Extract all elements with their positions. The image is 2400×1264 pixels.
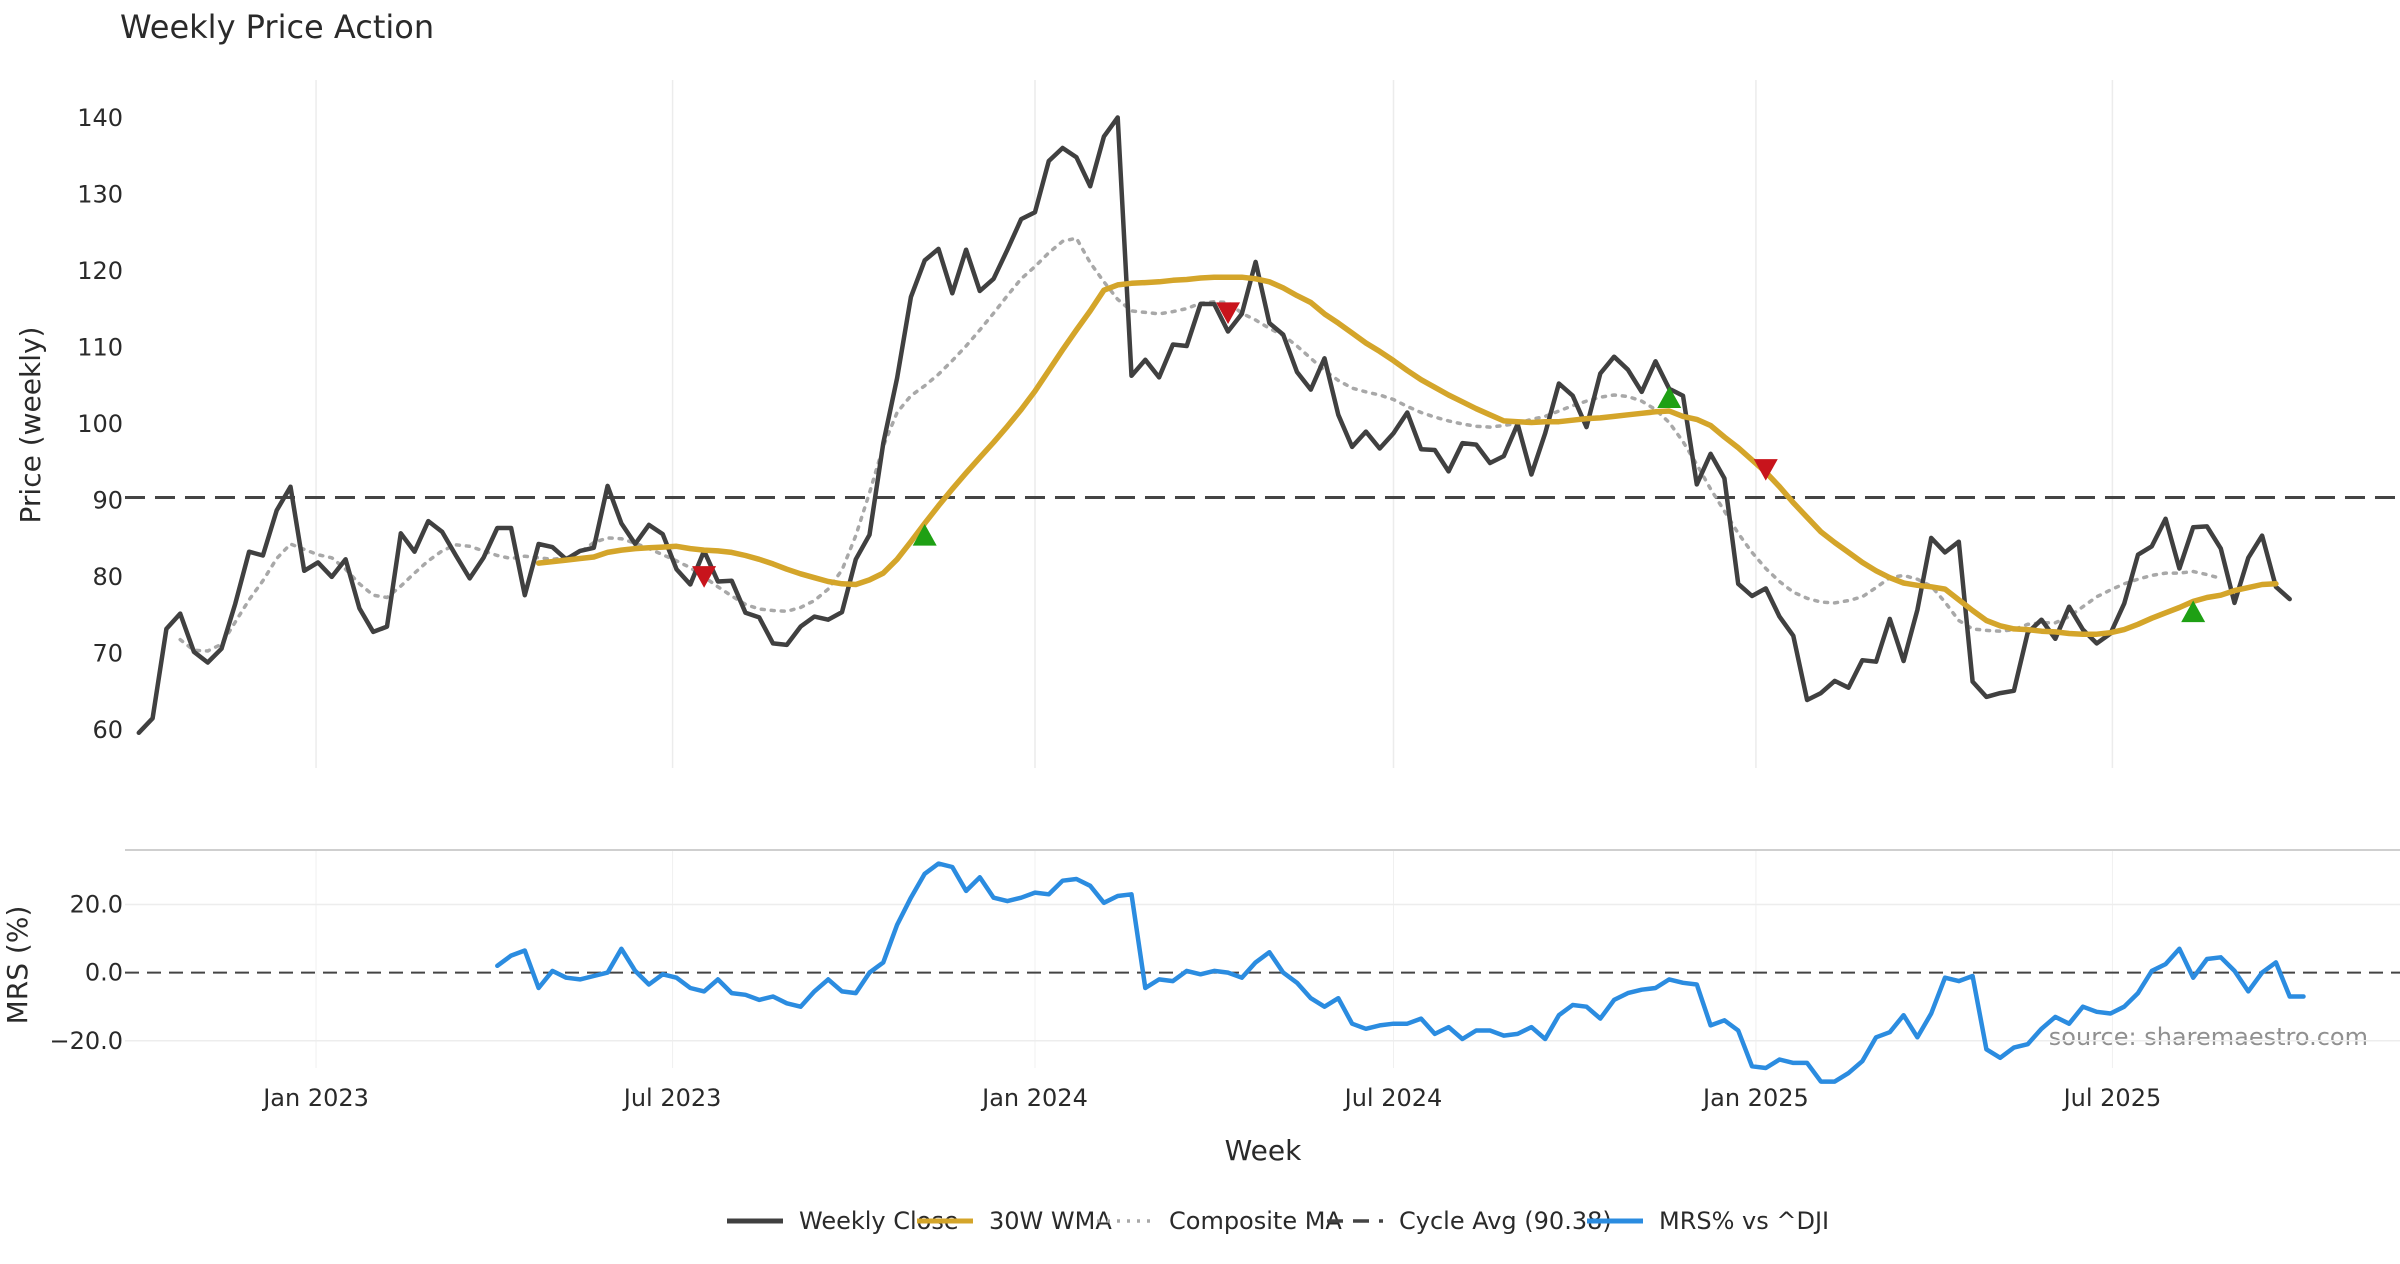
legend-label: Composite MA — [1169, 1207, 1342, 1235]
buy-marker — [1657, 386, 1682, 409]
chart-title: Weekly Price Action — [120, 8, 434, 46]
x-tick-label: Jul 2025 — [2062, 1084, 2162, 1112]
weekly-close-line — [136, 115, 2292, 736]
mrs-line — [495, 861, 2306, 1084]
buy-marker — [2181, 600, 2206, 623]
legend-item: Cycle Avg (90.38) — [1327, 1207, 1612, 1235]
legend-item: 30W WMA — [917, 1207, 1112, 1235]
mrs-y-axis-label: MRS (%) — [1, 906, 34, 1025]
price-y-tick-label: 130 — [77, 181, 123, 209]
source-annotation: source: sharemaestro.com — [2049, 1023, 2368, 1051]
sell-marker — [1753, 459, 1778, 481]
x-tick-label: Jan 2025 — [1701, 1084, 1809, 1112]
legend-item: MRS% vs ^DJI — [1587, 1207, 1829, 1235]
price-y-axis-label: Price (weekly) — [14, 327, 47, 524]
price-y-tick-label: 60 — [92, 716, 123, 744]
legend-label: Cycle Avg (90.38) — [1399, 1207, 1612, 1235]
composite-ma-line — [178, 236, 2223, 653]
price-y-tick-label: 80 — [92, 563, 123, 591]
price-y-tick-label: 110 — [77, 334, 123, 362]
mrs-y-tick-label: 20.0 — [70, 891, 123, 919]
x-tick-label: Jan 2024 — [980, 1084, 1088, 1112]
price-y-tick-label: 100 — [77, 410, 123, 438]
legend-item: Weekly Close — [727, 1207, 959, 1235]
legend: Weekly Close 30W WMA Composite MA Cycle Avg… — [727, 1207, 1829, 1235]
price-panel: 60 70 80 90 100 110 120 130 140 — [77, 104, 2400, 744]
x-tick-labels: Jan 2023 Jul 2023 Jan 2024 Jul 2024 Jan 2025… — [261, 1084, 2161, 1112]
legend-label: 30W WMA — [989, 1207, 1112, 1235]
mrs-panel: −20.0 0.0 20.0 — [49, 861, 2400, 1084]
price-y-tick-label: 140 — [77, 104, 123, 132]
price-y-tick-label: 70 — [92, 639, 123, 667]
x-axis-label: Week — [1225, 1134, 1302, 1167]
buy-marker — [912, 524, 937, 546]
legend-label: MRS% vs ^DJI — [1659, 1207, 1829, 1235]
30w-wma-line — [535, 274, 2279, 637]
grid-layer — [125, 80, 2400, 1068]
x-tick-label: Jan 2023 — [261, 1084, 369, 1112]
sell-marker — [1216, 302, 1241, 324]
price-y-tick-label: 120 — [77, 257, 123, 285]
mrs-y-tick-label: −20.0 — [49, 1027, 123, 1055]
price-y-tick-label: 90 — [92, 486, 123, 514]
legend-item: Composite MA — [1097, 1207, 1342, 1235]
mrs-y-tick-label: 0.0 — [85, 959, 123, 987]
x-tick-label: Jul 2023 — [622, 1084, 722, 1112]
sell-marker — [692, 566, 717, 588]
x-tick-label: Jul 2024 — [1343, 1084, 1443, 1112]
